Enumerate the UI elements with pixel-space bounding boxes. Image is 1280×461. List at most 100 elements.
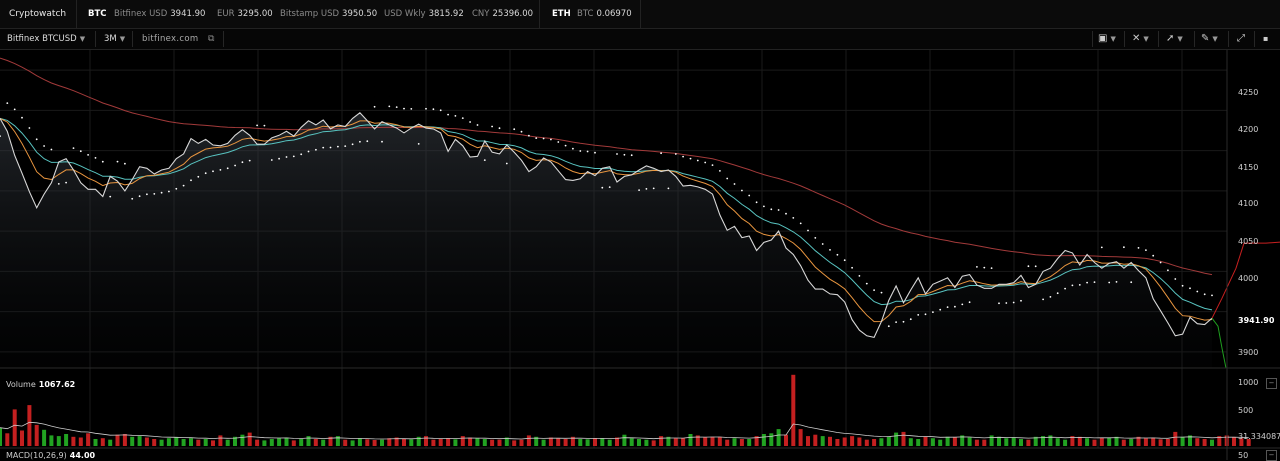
sar-dot xyxy=(329,146,332,149)
period-selector[interactable]: 3M ▼ xyxy=(104,34,126,44)
volume-bar xyxy=(225,439,230,446)
ticker-bitfinex-usd[interactable]: Bitfinex USD 3941.90 xyxy=(114,9,206,19)
sar-dot xyxy=(285,156,288,158)
price-area xyxy=(0,112,1212,368)
sar-dot xyxy=(241,161,244,164)
chevron-down-icon: ▼ xyxy=(1177,35,1183,43)
ticker-eur[interactable]: EUR 3295.00 xyxy=(217,9,273,19)
volume-bar xyxy=(688,434,693,446)
sar-dot xyxy=(388,105,391,108)
candle-icon[interactable]: ▣ ▼ xyxy=(1098,33,1116,44)
sar-dot xyxy=(270,159,273,161)
sar-dot xyxy=(153,193,156,195)
settings-icon[interactable]: ▪ xyxy=(1263,34,1269,43)
sar-dot xyxy=(190,179,192,182)
sar-dot xyxy=(961,303,964,306)
volume-bar xyxy=(34,424,39,446)
volume-bar xyxy=(328,436,333,446)
sar-dot xyxy=(204,172,207,175)
sar-dot xyxy=(895,321,897,323)
volume-bar xyxy=(86,433,91,446)
volume-bar xyxy=(754,436,759,446)
price-tick: 4250 xyxy=(1238,88,1258,97)
exchange-link[interactable]: bitfinex.com xyxy=(142,34,199,44)
sar-dot xyxy=(292,155,295,158)
sar-dot xyxy=(109,195,112,198)
volume-bar xyxy=(1085,438,1090,446)
volume-bar xyxy=(1092,439,1097,446)
ticker-cny[interactable]: CNY 25396.00 xyxy=(472,9,534,19)
sar-dot xyxy=(403,107,405,110)
volume-bar xyxy=(1143,438,1148,446)
toolbar-divider xyxy=(1194,31,1195,47)
volume-bar xyxy=(166,438,171,446)
collapse-volume-button[interactable]: − xyxy=(1266,378,1277,389)
ticker-eth-btc[interactable]: BTC 0.06970 xyxy=(577,9,632,19)
ticker-bitstamp-usd[interactable]: Bitstamp USD 3950.50 xyxy=(280,9,378,19)
sar-dot xyxy=(601,186,604,189)
sar-dot xyxy=(719,170,721,172)
sar-dot xyxy=(1012,301,1015,304)
volume-bar xyxy=(930,438,935,446)
volume-bar xyxy=(747,439,752,446)
sar-dot xyxy=(505,162,508,165)
sar-dot xyxy=(1123,246,1125,249)
ticker-eth-label[interactable]: ETH xyxy=(552,9,571,19)
depth-ask-line xyxy=(1211,241,1280,319)
external-link-icon[interactable]: ⧉ xyxy=(208,34,215,44)
volume-bar xyxy=(1070,436,1075,446)
sar-dot xyxy=(381,140,383,143)
sar-dot xyxy=(954,305,956,308)
ticker-usd-wkly[interactable]: USD Wkly 3815.92 xyxy=(384,9,464,19)
volume-bar xyxy=(100,438,105,446)
volume-bar xyxy=(181,439,186,446)
sar-dot xyxy=(748,194,751,197)
market-selector[interactable]: Bitfinex BTCUSD ▼ xyxy=(7,34,86,44)
sar-dot xyxy=(307,150,310,153)
volume-bar xyxy=(1055,438,1060,446)
sar-dot xyxy=(146,193,148,196)
line-tool-icon[interactable]: ➚ ▼ xyxy=(1166,33,1183,44)
sar-dot xyxy=(542,137,545,140)
sar-dot xyxy=(425,107,427,110)
volume-bar xyxy=(335,436,340,446)
app-title[interactable]: Cryptowatch xyxy=(9,9,67,19)
sar-dot xyxy=(94,157,97,159)
pen-icon[interactable]: ✎ ▼ xyxy=(1201,33,1218,44)
sar-dot xyxy=(175,187,178,190)
crosshair-icon[interactable]: ✕ ▼ xyxy=(1132,33,1149,44)
sar-dot xyxy=(513,128,516,131)
volume-bar xyxy=(886,436,891,446)
sar-dot xyxy=(652,187,655,190)
volume-bar xyxy=(541,439,546,446)
ema-slow-line xyxy=(0,57,1213,276)
volume-bar xyxy=(673,438,678,446)
sar-dot xyxy=(1071,284,1074,287)
ticker-btc-label[interactable]: BTC xyxy=(88,9,107,19)
volume-moving-average xyxy=(0,421,1249,440)
volume-bar xyxy=(115,434,120,446)
volume-bar xyxy=(365,439,370,446)
sar-dot xyxy=(469,121,471,123)
volume-bar xyxy=(211,440,215,446)
sar-dot xyxy=(983,266,986,269)
sar-dot xyxy=(858,275,861,277)
volume-bar xyxy=(857,437,862,446)
sar-dot xyxy=(1181,284,1184,287)
volume-bar xyxy=(952,437,957,446)
volume-bar xyxy=(240,434,245,446)
collapse-macd-button[interactable]: − xyxy=(1266,450,1277,461)
volume-bar xyxy=(1026,439,1031,446)
sar-dot xyxy=(1027,265,1030,268)
sar-dot xyxy=(1093,281,1096,283)
chevron-down-icon: ▼ xyxy=(1110,35,1116,43)
volume-tick: 1000 xyxy=(1238,378,1258,387)
sar-dot xyxy=(373,105,376,108)
volume-bar xyxy=(1063,439,1068,446)
price-tick: 4100 xyxy=(1238,199,1258,208)
volume-bar xyxy=(894,432,899,446)
volume-bar xyxy=(372,440,377,446)
sar-dot xyxy=(197,175,200,178)
expand-icon[interactable]: ⤢ xyxy=(1237,33,1245,44)
